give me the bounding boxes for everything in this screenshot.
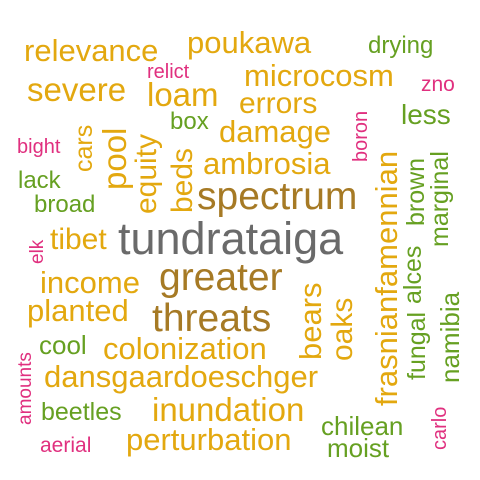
word-beds: beds xyxy=(166,147,199,213)
word-microcosm: microcosm xyxy=(244,58,394,93)
word-zno: zno xyxy=(421,73,455,96)
word-perturbation: perturbation xyxy=(126,422,292,457)
word-inundation: inundation xyxy=(152,391,305,428)
word-threats: threats xyxy=(152,297,272,340)
word-errors: errors xyxy=(239,87,318,120)
word-poukawa: poukawa xyxy=(187,25,312,60)
word-elk: elk xyxy=(27,239,48,264)
word-cool: cool xyxy=(39,330,87,360)
word-alces: alces xyxy=(399,245,427,304)
word-less: less xyxy=(401,99,451,130)
word-income: income xyxy=(40,265,140,300)
word-box: box xyxy=(170,108,209,135)
word-relevance: relevance xyxy=(24,33,159,68)
word-tibet: tibet xyxy=(50,223,107,256)
word-equity: equity xyxy=(130,133,163,214)
word-aerial: aerial xyxy=(40,434,92,457)
word-bears: bears xyxy=(293,282,328,360)
word-moist: moist xyxy=(327,433,390,463)
word-colonization: colonization xyxy=(103,331,267,366)
word-frasnianfamennian: frasnianfamennian xyxy=(369,150,404,406)
word-boron: boron xyxy=(350,110,372,162)
word-carlo: carlo xyxy=(429,406,451,450)
word-ambrosia: ambrosia xyxy=(203,146,331,181)
word-chilean: chilean xyxy=(321,411,404,441)
word-marginal: marginal xyxy=(426,151,454,247)
word-oaks: oaks xyxy=(326,297,359,361)
word-dansgaardoeschger: dansgaardoeschger xyxy=(44,359,319,394)
word-cars: cars xyxy=(70,124,98,172)
word-tundrataiga: tundrataiga xyxy=(118,213,344,264)
word-pool: pool xyxy=(96,127,133,190)
word-planted: planted xyxy=(27,293,129,328)
word-bight: bight xyxy=(17,136,61,158)
word-broad: broad xyxy=(34,191,96,218)
word-drying: drying xyxy=(368,32,434,59)
word-amounts: amounts xyxy=(15,352,36,425)
word-greater: greater xyxy=(159,256,283,299)
word-damage: damage xyxy=(219,114,332,149)
word-loam: loam xyxy=(147,76,219,113)
word-fungal: fungal xyxy=(403,311,431,380)
word-severe: severe xyxy=(27,71,127,108)
word-lack: lack xyxy=(18,167,61,194)
word-spectrum: spectrum xyxy=(197,175,358,218)
word-relict: relict xyxy=(147,61,190,83)
word-beetles: beetles xyxy=(41,398,122,426)
word-namibia: namibia xyxy=(435,291,465,383)
